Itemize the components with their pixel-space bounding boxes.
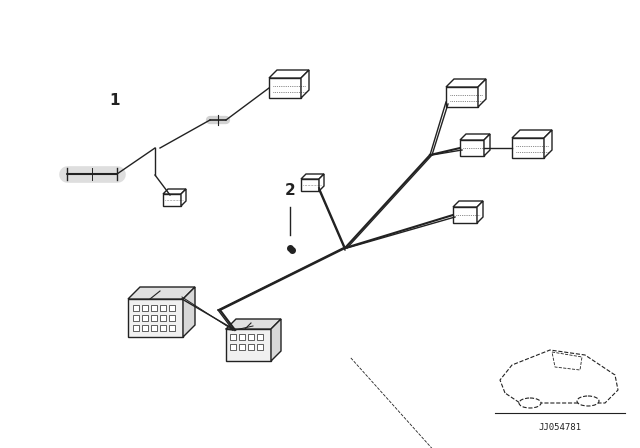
- Polygon shape: [142, 305, 148, 311]
- Polygon shape: [160, 315, 166, 321]
- Polygon shape: [151, 305, 157, 311]
- Polygon shape: [230, 334, 236, 340]
- Polygon shape: [257, 344, 263, 350]
- Polygon shape: [544, 130, 552, 158]
- Polygon shape: [269, 70, 309, 78]
- Ellipse shape: [577, 396, 599, 406]
- Polygon shape: [133, 305, 139, 311]
- Polygon shape: [239, 334, 245, 340]
- Ellipse shape: [519, 398, 541, 408]
- Polygon shape: [552, 352, 582, 370]
- Polygon shape: [301, 70, 309, 98]
- Polygon shape: [169, 325, 175, 331]
- Polygon shape: [160, 305, 166, 311]
- Polygon shape: [512, 130, 552, 138]
- Text: 1: 1: [109, 93, 120, 108]
- Polygon shape: [128, 287, 195, 299]
- Polygon shape: [163, 189, 186, 194]
- Polygon shape: [230, 344, 236, 350]
- Polygon shape: [301, 174, 324, 179]
- Polygon shape: [460, 140, 484, 156]
- Polygon shape: [133, 315, 139, 321]
- Polygon shape: [319, 174, 324, 191]
- Polygon shape: [453, 201, 483, 207]
- Polygon shape: [226, 319, 281, 329]
- Polygon shape: [183, 287, 195, 337]
- Polygon shape: [269, 78, 301, 98]
- Text: JJ054781: JJ054781: [538, 423, 582, 432]
- Polygon shape: [460, 134, 490, 140]
- Polygon shape: [239, 344, 245, 350]
- Polygon shape: [301, 179, 319, 191]
- Polygon shape: [271, 319, 281, 361]
- Polygon shape: [163, 194, 181, 206]
- Text: 2: 2: [285, 183, 296, 198]
- Polygon shape: [128, 299, 183, 337]
- Polygon shape: [500, 350, 618, 403]
- Polygon shape: [453, 207, 477, 223]
- Polygon shape: [181, 189, 186, 206]
- Polygon shape: [446, 79, 486, 87]
- Polygon shape: [477, 201, 483, 223]
- Polygon shape: [169, 315, 175, 321]
- Polygon shape: [160, 325, 166, 331]
- Polygon shape: [169, 305, 175, 311]
- Polygon shape: [151, 325, 157, 331]
- Polygon shape: [226, 329, 271, 361]
- Polygon shape: [478, 79, 486, 107]
- Polygon shape: [446, 87, 478, 107]
- Polygon shape: [142, 325, 148, 331]
- Polygon shape: [142, 315, 148, 321]
- Polygon shape: [512, 138, 544, 158]
- Polygon shape: [133, 325, 139, 331]
- Polygon shape: [248, 344, 254, 350]
- Polygon shape: [484, 134, 490, 156]
- Polygon shape: [257, 334, 263, 340]
- Polygon shape: [151, 315, 157, 321]
- Polygon shape: [248, 334, 254, 340]
